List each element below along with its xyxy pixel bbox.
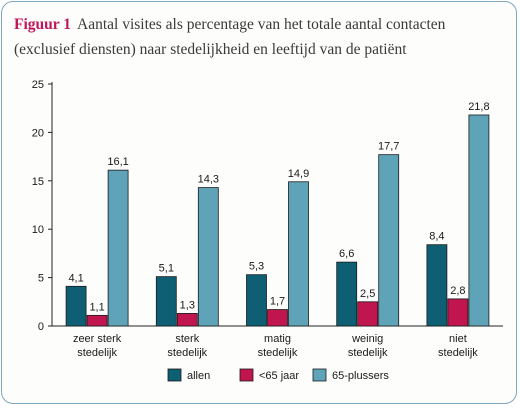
bar-value-label: 14,9	[288, 168, 309, 180]
bar-1	[86, 314, 108, 327]
bar-0	[336, 261, 358, 327]
bar-2	[197, 187, 219, 327]
bar-value-label: 1,7	[270, 296, 285, 308]
bar-2	[378, 154, 400, 327]
category-label: weinig	[351, 333, 383, 345]
legend-label: allen	[187, 370, 210, 382]
bar-value-label: 8,4	[429, 231, 444, 243]
bar-0	[65, 285, 87, 327]
category-label: stedelijk	[258, 347, 298, 359]
bar-0	[246, 274, 267, 327]
category-label: stedelijk	[167, 347, 207, 359]
bar-value-label: 16,1	[107, 156, 128, 168]
legend-swatch	[312, 368, 327, 382]
bar-value-label: 4,1	[68, 272, 83, 284]
bar-value-label: 5,3	[249, 261, 264, 273]
figure-title: Figuur 1 Aantal visites als percentage va…	[14, 12, 509, 62]
bar-1	[176, 313, 198, 327]
bar-value-label: 2,8	[450, 285, 465, 297]
bar-value-label: 6,6	[339, 248, 354, 260]
bar-1	[447, 298, 469, 327]
bar-1	[267, 309, 288, 327]
y-tick-label: 5	[38, 273, 44, 285]
legend-label: <65 jaar	[259, 370, 299, 382]
bar-value-label: 1,3	[180, 299, 195, 311]
bar-value-label: 2,5	[360, 288, 375, 300]
category-label: matig	[264, 333, 291, 345]
bar-0	[426, 244, 448, 327]
bar-value-label: 21,8	[468, 101, 489, 113]
category-label: stedelijk	[77, 347, 117, 359]
y-tick-label: 0	[38, 321, 44, 333]
bar-value-label: 17,7	[378, 141, 399, 153]
bar-value-label: 5,1	[159, 263, 174, 275]
figure-frame: Figuur 1 Aantal visites als percentage va…	[1, 1, 517, 404]
bar-0	[155, 276, 177, 327]
y-tick-label: 15	[32, 176, 44, 188]
y-tick-label: 20	[32, 127, 44, 139]
bar-2	[468, 114, 490, 327]
bar-value-label: 14,3	[198, 174, 219, 186]
bar-2	[288, 181, 309, 327]
category-label: sterk	[175, 333, 199, 345]
legend-swatch	[239, 368, 254, 382]
category-label: zeer sterk	[73, 333, 122, 345]
y-tick-label: 10	[32, 224, 44, 236]
bar-value-label: 1,1	[89, 301, 104, 313]
category-label: stedelijk	[348, 347, 388, 359]
bar-1	[357, 301, 379, 327]
figure-label: Figuur 1	[14, 16, 71, 33]
legend-label: 65-plussers	[332, 370, 389, 382]
category-label: niet	[449, 333, 467, 345]
bar-2	[107, 169, 129, 327]
y-tick-label: 25	[32, 79, 44, 91]
category-label: stedelijk	[438, 347, 478, 359]
figure-title-text: Aantal visites als percentage van het to…	[14, 16, 446, 58]
legend-swatch	[167, 368, 182, 382]
